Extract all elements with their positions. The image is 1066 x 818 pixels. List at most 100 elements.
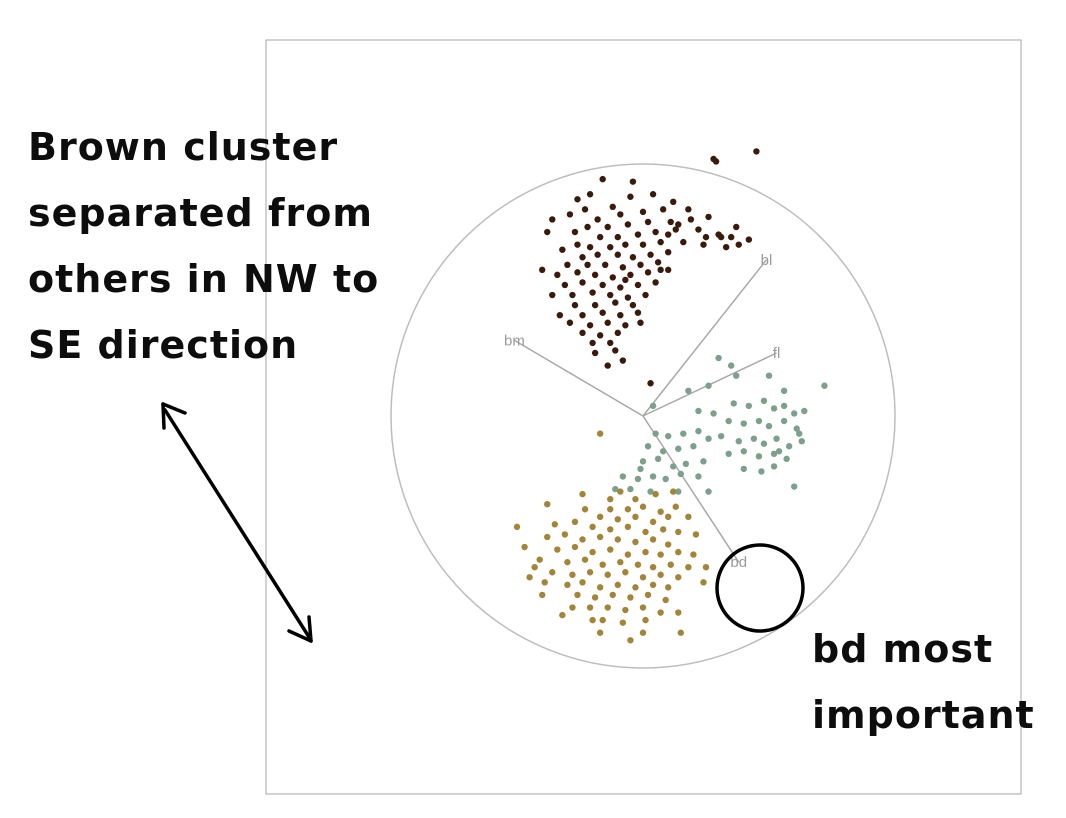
data-point-s2-98: [579, 490, 586, 498]
data-point-s2-54: [675, 574, 682, 581]
data-point-s0-73: [624, 294, 632, 301]
data-point-s2-12: [649, 518, 657, 526]
data-point-s2-58: [614, 581, 621, 589]
data-point-s0-72: [607, 291, 614, 299]
data-point-s1-31: [750, 435, 758, 442]
data-point-s2-83: [627, 637, 634, 644]
data-point-s1-41: [740, 448, 747, 455]
data-point-s2-36: [657, 551, 664, 558]
data-point-s0-103: [675, 221, 682, 228]
data-point-s0-5: [586, 191, 594, 198]
data-point-s1-5: [733, 372, 740, 379]
data-point-s2-46: [685, 564, 692, 571]
data-point-s2-41: [599, 561, 606, 568]
data-point-s2-4: [624, 506, 632, 513]
data-point-s0-82: [617, 312, 624, 319]
data-point-s2-34: [624, 551, 632, 558]
data-point-s0-51: [584, 261, 591, 268]
data-point-s2-15: [571, 518, 579, 526]
data-point-s0-49: [665, 249, 672, 256]
data-point-s2-75: [569, 604, 576, 611]
data-point-s0-7: [627, 193, 634, 200]
axis-label-fl: fl: [773, 345, 781, 362]
data-point-s0-53: [619, 264, 627, 271]
data-point-s1-11: [730, 400, 737, 407]
data-point-s1-33: [773, 435, 780, 442]
data-point-s1-42: [755, 453, 763, 460]
data-point-s1-12: [745, 402, 753, 410]
data-point-s1-36: [644, 443, 652, 450]
left-note-line-1: Brown cluster: [28, 125, 338, 169]
data-point-s1-38: [675, 445, 682, 452]
data-point-s2-43: [634, 561, 642, 568]
data-point-s0-17: [584, 223, 591, 231]
data-point-s1-44: [783, 455, 790, 463]
data-point-s0-58: [591, 271, 599, 279]
data-point-s0-2: [712, 158, 720, 165]
double-arrow-icon: [161, 402, 313, 643]
data-point-s0-106: [539, 266, 546, 274]
data-point-s2-17: [607, 526, 614, 533]
data-point-s1-8: [649, 402, 657, 410]
data-point-s0-28: [634, 231, 642, 238]
data-point-s0-52: [602, 261, 609, 268]
data-point-s2-22: [544, 533, 551, 541]
data-point-s1-1: [715, 354, 722, 362]
data-point-s0-44: [579, 254, 586, 261]
data-point-s1-40: [725, 450, 732, 457]
data-point-s0-68: [652, 279, 659, 286]
data-point-s0-41: [700, 241, 707, 248]
data-point-s2-30: [554, 546, 561, 553]
data-point-s2-90: [513, 523, 521, 531]
data-point-s0-14: [594, 216, 601, 223]
data-point-s2-29: [665, 541, 672, 548]
data-point-s0-45: [594, 251, 601, 258]
data-point-s2-11: [632, 513, 639, 520]
data-point-s0-109: [581, 206, 589, 213]
data-point-s0-94: [612, 347, 619, 354]
data-point-s0-6: [574, 196, 581, 203]
axis-line-bm: [514, 339, 644, 417]
data-point-s2-40: [581, 556, 589, 563]
data-point-s1-57: [619, 473, 627, 480]
right-annotation: bd most important: [812, 627, 1034, 737]
data-point-s0-24: [544, 228, 551, 236]
data-point-s2-23: [561, 531, 569, 538]
data-point-s1-19: [740, 420, 747, 427]
data-point-s0-20: [644, 218, 652, 226]
data-point-s2-93: [539, 591, 546, 599]
axis-line-bl: [642, 259, 768, 417]
data-point-s2-16: [589, 523, 596, 531]
data-point-s2-32: [589, 548, 596, 556]
data-point-s2-5: [639, 503, 647, 510]
data-point-s0-104: [622, 276, 629, 284]
data-point-s0-60: [627, 271, 634, 279]
data-point-s0-95: [619, 357, 627, 364]
data-point-s2-26: [614, 536, 621, 543]
data-point-s2-38: [536, 556, 543, 563]
data-point-s0-12: [639, 208, 647, 216]
data-point-s0-77: [612, 299, 619, 306]
data-point-s0-10: [609, 203, 616, 211]
data-point-s2-9: [596, 513, 604, 520]
data-point-s2-33: [607, 546, 614, 553]
data-point-s0-62: [665, 266, 672, 274]
data-point-s2-45: [667, 561, 674, 568]
data-point-s0-85: [586, 322, 594, 329]
data-point-s2-31: [571, 543, 579, 551]
data-point-s2-59: [632, 584, 639, 591]
data-point-s1-21: [765, 422, 773, 430]
data-point-s0-8: [670, 198, 677, 205]
data-point-s2-57: [596, 584, 604, 591]
data-point-s0-101: [733, 223, 740, 231]
data-point-s1-58: [634, 475, 642, 483]
data-point-s0-38: [639, 241, 647, 248]
data-point-s1-17: [801, 407, 808, 415]
data-point-s2-3: [607, 506, 614, 513]
data-point-s0-56: [554, 271, 561, 279]
data-point-s0-11: [617, 211, 624, 218]
data-point-s1-15: [780, 402, 788, 410]
data-point-s1-56: [695, 473, 702, 480]
data-point-s0-16: [549, 216, 556, 223]
data-point-s2-69: [662, 596, 669, 604]
